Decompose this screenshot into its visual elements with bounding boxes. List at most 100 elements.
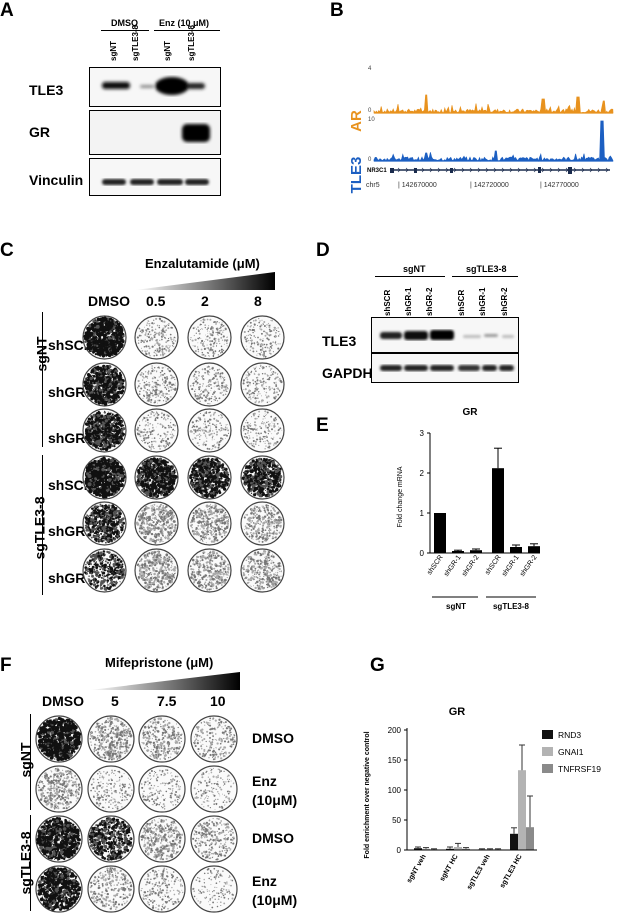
colony-well	[187, 362, 232, 407]
y-tick-label: 0	[397, 846, 402, 855]
y-tick-label: 2	[420, 469, 425, 478]
colony-well	[82, 362, 127, 407]
colony-well	[35, 715, 83, 763]
western-blot-gapdh	[371, 353, 519, 383]
colony-well	[134, 315, 179, 360]
panel-g-bar-chart: GR Fold enrichment over negative control…	[362, 700, 617, 910]
y-tick-label: 50	[392, 816, 401, 825]
bar	[510, 547, 522, 553]
colony-well	[240, 455, 285, 500]
legend-label: TNFRSF19	[558, 764, 601, 774]
gradient-wedge	[135, 272, 275, 290]
x-tick-label: sgTLE3 veh	[466, 854, 492, 892]
track-scale-max: 4	[368, 66, 372, 72]
column-label: 10	[210, 693, 226, 709]
colony-well	[82, 548, 127, 593]
x-tick-label: sgTLE3 HC	[499, 854, 524, 890]
genome-track-view: AR 4 0 TLE3 10 0 NR3C1 chr5 | 142670000 …	[328, 55, 617, 210]
group-label: sgTLE3-8	[466, 264, 507, 274]
colony-well	[190, 865, 238, 913]
colony-well	[134, 408, 179, 453]
y-tick-label: 100	[388, 786, 402, 795]
colony-well	[82, 315, 127, 360]
chart-title: GR	[463, 407, 479, 418]
colony-well	[134, 362, 179, 407]
group-label-enz: Enz (10 μM)	[159, 18, 209, 28]
x-tick-label: sgNT veh	[406, 854, 428, 885]
lane-label: shGR-1	[404, 288, 413, 316]
western-blot-vinculin	[89, 158, 221, 196]
group-label-sgtle3: sgTLE3-8	[32, 496, 48, 559]
colony-well	[87, 715, 135, 763]
gene-label: NR3C1	[367, 168, 387, 174]
group-label: sgNT	[446, 602, 466, 611]
panel-label-d: D	[316, 240, 330, 262]
coord-label: | 142720000	[470, 182, 509, 189]
row-label: DMSO	[252, 730, 294, 746]
coord-label: | 142770000	[540, 182, 579, 189]
colony-well	[240, 408, 285, 453]
panel-label-b: B	[330, 0, 344, 22]
group-line	[375, 276, 445, 277]
row-label: Enz (10μM)	[252, 872, 297, 910]
colony-well	[134, 548, 179, 593]
colony-well	[240, 315, 285, 360]
colony-well	[82, 501, 127, 546]
y-tick-label: 3	[420, 429, 425, 438]
y-tick-label: 1	[420, 509, 425, 518]
colony-well	[82, 408, 127, 453]
colony-well	[138, 865, 186, 913]
western-blot-tle3	[371, 317, 519, 353]
y-axis-label: Fold enrichment over negative control	[364, 731, 371, 858]
colony-well	[190, 815, 238, 863]
row-label: Enz (10μM)	[252, 772, 297, 810]
coord-label: | 142670000	[398, 182, 437, 189]
colony-well	[240, 548, 285, 593]
column-label: DMSO	[42, 693, 84, 709]
y-axis-label: Fold change mRNA	[397, 466, 404, 527]
group-label-sgnt: sgNT	[18, 743, 34, 778]
track-label-tle3: TLE3	[348, 157, 365, 194]
colony-well	[87, 815, 135, 863]
colony-well	[240, 362, 285, 407]
track-label-ar: AR	[348, 110, 365, 132]
bar	[518, 770, 526, 850]
tle3-signal-track	[374, 121, 613, 161]
group-line	[452, 276, 518, 277]
panel-label-g: G	[370, 655, 385, 677]
panel-label-f: F	[0, 655, 12, 677]
colony-well	[138, 765, 186, 813]
lane-label: shGR-1	[478, 288, 487, 316]
lane-label: sgNT	[163, 41, 172, 61]
blot-row-label: GR	[29, 124, 50, 140]
bar	[434, 513, 446, 553]
x-tick-label: shGR-1	[501, 554, 521, 578]
colony-well	[134, 455, 179, 500]
legend-swatch	[542, 747, 553, 756]
column-label: 5	[111, 693, 119, 709]
gradient-wedge	[90, 672, 240, 690]
legend-label: GNAI1	[558, 747, 584, 757]
colony-well	[138, 815, 186, 863]
treatment-label: Enzalutamide (μM)	[145, 256, 260, 271]
colony-well	[134, 501, 179, 546]
blot-row-label: GAPDH	[322, 365, 373, 381]
colony-well	[87, 865, 135, 913]
western-blot-gr	[89, 110, 221, 155]
track-scale-max: 10	[368, 117, 375, 123]
chrom-label: chr5	[366, 182, 380, 189]
colony-well	[187, 501, 232, 546]
y-tick-label: 0	[420, 549, 425, 558]
bar	[492, 468, 504, 553]
colony-well	[190, 715, 238, 763]
x-tick-label: shGR-1	[443, 554, 463, 578]
group-line	[30, 714, 31, 810]
legend-swatch	[542, 730, 553, 739]
legend-swatch	[542, 764, 553, 773]
column-label: 8	[254, 293, 262, 309]
ar-signal-track	[374, 95, 613, 113]
treatment-label: Mifepristone (μM)	[105, 655, 213, 670]
colony-well	[190, 765, 238, 813]
x-tick-label: shSCR	[484, 554, 502, 576]
